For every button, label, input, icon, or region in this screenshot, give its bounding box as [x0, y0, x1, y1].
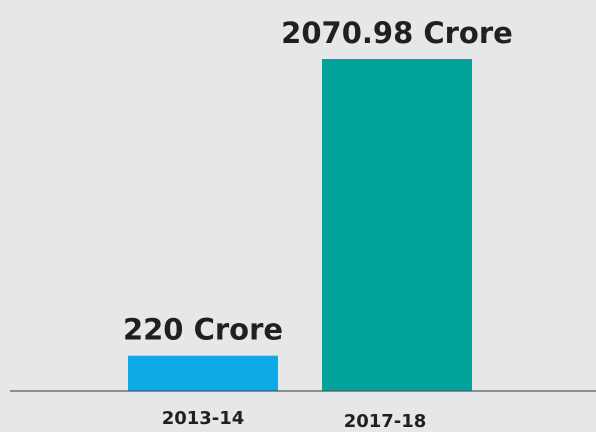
value-label: 220 Crore	[123, 313, 283, 347]
value-label: 2070.98 Crore	[281, 16, 513, 50]
bar	[322, 59, 472, 391]
x-tick-label: 2013-14	[162, 408, 245, 429]
bar	[128, 355, 278, 391]
x-tick-label: 2017-18	[344, 411, 427, 432]
